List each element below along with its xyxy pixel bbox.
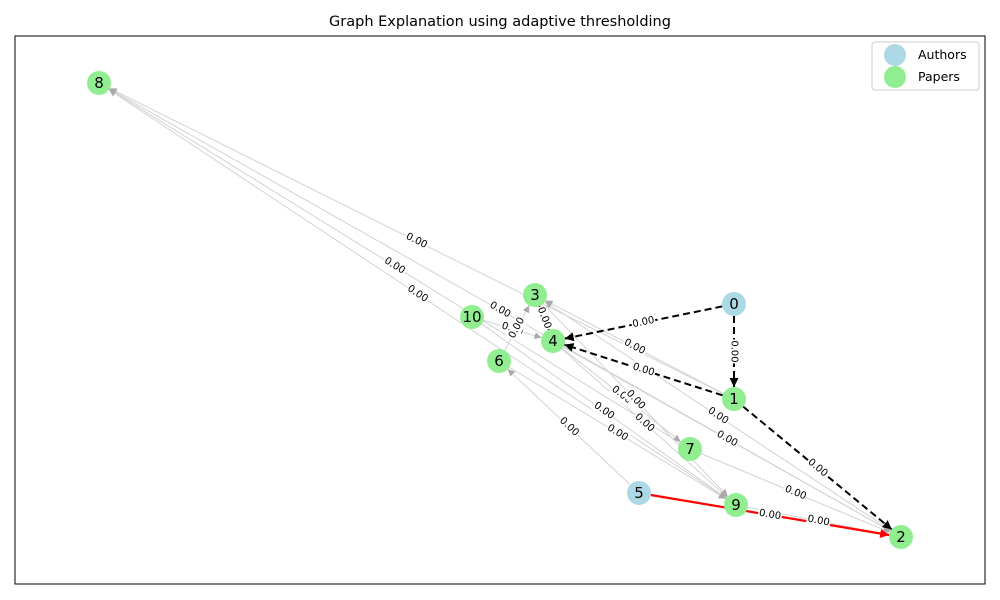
node-label: 10: [462, 308, 481, 326]
paper-node-circle: [678, 437, 702, 461]
edge-label-background: [630, 314, 657, 331]
node-label: 7: [685, 440, 695, 458]
node-label: 2: [896, 528, 906, 546]
node-1: 1: [722, 387, 746, 411]
edge-weight-label: 0.00: [631, 315, 655, 330]
legend-author-marker: [884, 44, 906, 66]
node-label: 0: [729, 295, 739, 313]
node-5: 5: [627, 481, 651, 505]
author-node-circle: [627, 481, 651, 505]
edge-label-background: [728, 339, 740, 364]
node-3: 3: [523, 283, 547, 307]
edge-label-background: [556, 414, 582, 440]
edge-weight-label: 0.00: [729, 340, 740, 362]
node-label: 6: [494, 352, 504, 370]
node-7: 7: [678, 437, 702, 461]
edge-label-background: [604, 421, 631, 445]
paper-node-circle: [724, 493, 748, 517]
edge-label-background: [404, 282, 431, 306]
node-label: 5: [634, 484, 644, 502]
paper-node-circle: [722, 387, 746, 411]
paper-node-circle: [87, 71, 111, 95]
edge-label-background: [782, 482, 809, 504]
edge-label-background: [608, 382, 635, 408]
legend-paper-marker: [884, 66, 906, 88]
edge-label-background: [621, 336, 648, 358]
edge-weight-label: 0.00: [758, 508, 782, 523]
legend-paper-label: Papers: [918, 69, 960, 84]
node-9: 9: [724, 493, 748, 517]
edge-label-background: [804, 455, 831, 481]
chart-title: Graph Explanation using adaptive thresho…: [329, 14, 671, 30]
node-8: 8: [87, 71, 111, 95]
edge-label-background: [713, 427, 741, 451]
paper-node-circle: [460, 305, 484, 329]
node-label: 9: [731, 496, 741, 514]
edge-label-background: [590, 399, 618, 423]
legend: Authors Papers: [871, 41, 980, 91]
node-10: 10: [460, 305, 484, 329]
node-0: 0: [722, 292, 746, 316]
edge-weight-label: 0.00: [404, 231, 429, 251]
nodes-layer: 0 1 2 3 4 5 6 7 8 9 10: [87, 71, 913, 549]
plot-frame: [14, 35, 986, 585]
edge-label-background: [631, 410, 658, 436]
edge-weight-label: 0.00: [807, 513, 831, 528]
edge-1-2: [742, 405, 893, 531]
node-label: 3: [530, 286, 540, 304]
edge-label-background: [630, 360, 657, 380]
node-2: 2: [889, 525, 913, 549]
edge-label-background: [486, 298, 514, 322]
edge-label-background: [704, 404, 732, 428]
edge-label-background: [381, 254, 408, 278]
edge-weight-label: 0.00: [783, 484, 808, 503]
paper-node-circle: [523, 283, 547, 307]
node-label: 1: [729, 390, 739, 408]
node-label: 8: [94, 74, 104, 92]
node-label: 4: [548, 332, 558, 350]
edge-weight-label: 0.00: [622, 337, 647, 357]
paper-node-circle: [487, 349, 511, 373]
edge-weight-label: 0.00: [488, 300, 513, 321]
edge-weight-label: 0.00: [715, 429, 740, 450]
node-4: 4: [541, 329, 565, 353]
paper-node-circle: [889, 525, 913, 549]
edge-label-background: [622, 387, 649, 413]
edge-label-background: [403, 230, 430, 252]
node-6: 6: [487, 349, 511, 373]
author-node-circle: [722, 292, 746, 316]
edge-labels-layer: 0.000.000.000.000.000.00 0.000.000.000.00…: [381, 230, 832, 530]
legend-author-label: Authors: [918, 47, 967, 62]
paper-node-circle: [541, 329, 565, 353]
edge-label-background: [757, 507, 783, 523]
edge-label-background: [505, 314, 529, 342]
edge-label-background: [805, 512, 832, 530]
edge-label-background: [534, 304, 554, 332]
